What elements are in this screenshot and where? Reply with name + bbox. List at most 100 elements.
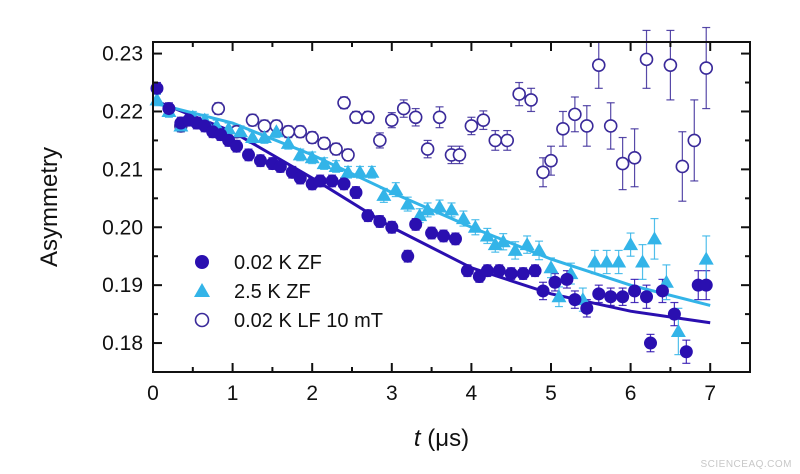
watermark: SCIENCEAQ.COM xyxy=(700,459,792,470)
legend-label: 0.02 K ZF xyxy=(234,252,322,274)
x-tick-label: 2 xyxy=(306,382,318,405)
data-point-circle xyxy=(699,278,713,292)
data-point-triangle xyxy=(352,164,368,178)
x-axis-label-unit: (μs) xyxy=(427,425,469,452)
data-point-triangle xyxy=(507,242,523,256)
data-point-open-circle xyxy=(341,148,355,162)
data-point-circle xyxy=(655,284,669,298)
data-point-circle xyxy=(480,264,494,278)
data-point-open-circle xyxy=(699,61,714,75)
data-point-circle xyxy=(349,186,363,200)
data-point-circle xyxy=(437,229,451,243)
data-point-circle xyxy=(448,232,462,246)
y-tick-label: 0.21 xyxy=(102,158,143,181)
data-point-triangle xyxy=(495,234,511,248)
data-point-circle xyxy=(492,264,506,278)
data-point-triangle xyxy=(304,150,320,164)
data-point-open-circle xyxy=(361,110,375,125)
data-point-triangle xyxy=(364,164,380,178)
data-point-circle xyxy=(667,307,681,321)
x-axis-label-variable: t xyxy=(414,425,427,452)
data-point-triangle xyxy=(623,237,639,251)
y-tick-label: 0.20 xyxy=(102,216,143,239)
data-point-circle xyxy=(337,177,351,191)
x-tick-label: 3 xyxy=(386,382,398,405)
plot-frame xyxy=(152,41,751,373)
data-point-open-circle xyxy=(556,122,570,136)
data-point-triangle xyxy=(444,202,459,216)
data-point-open-circle xyxy=(452,148,467,162)
data-point-circle xyxy=(580,301,594,315)
data-point-triangle xyxy=(268,124,284,138)
data-point-circle xyxy=(548,275,562,289)
y-tick-label: 0.19 xyxy=(102,274,143,297)
y-axis-label: Asymmetry xyxy=(36,147,63,267)
data-point-circle xyxy=(528,264,542,278)
data-point-open-circle xyxy=(329,142,343,156)
series-1-points xyxy=(149,92,714,337)
x-tick-label: 7 xyxy=(704,382,716,405)
data-point-open-circle xyxy=(627,150,642,165)
data-point-open-circle xyxy=(544,153,558,168)
data-point-circle xyxy=(273,159,287,173)
data-point-circle xyxy=(425,226,439,240)
legend: 0.02 K ZF 2.5 K ZF 0.02 K LF 10 mT xyxy=(194,252,383,332)
data-point-circle xyxy=(293,171,307,185)
data-point-triangle xyxy=(611,254,627,268)
x-tick-label: 1 xyxy=(227,382,239,405)
data-point-open-circle xyxy=(420,142,435,156)
data-point-circle xyxy=(628,284,642,298)
data-point-open-circle xyxy=(500,133,515,148)
data-point-circle xyxy=(361,209,375,223)
data-point-triangle xyxy=(432,199,448,213)
data-point-triangle xyxy=(531,242,547,256)
data-point-open-circle xyxy=(337,95,351,110)
x-tick-label: 6 xyxy=(625,382,637,405)
data-point-triangle xyxy=(479,228,495,242)
data-point-triangle xyxy=(280,135,296,149)
data-point-triangle xyxy=(467,219,483,233)
data-point-open-circle xyxy=(305,130,320,145)
x-axis-label: t (μs) xyxy=(414,425,469,452)
data-point-circle xyxy=(640,290,654,304)
data-point-circle xyxy=(560,272,574,286)
data-point-circle xyxy=(409,217,423,231)
data-point-circle xyxy=(253,154,267,168)
data-point-open-circle xyxy=(293,124,308,139)
data-point-open-circle xyxy=(373,133,387,148)
data-point-circle xyxy=(385,220,399,234)
data-point-open-circle xyxy=(580,119,594,133)
data-point-circle xyxy=(242,148,256,162)
data-point-circle xyxy=(516,267,530,281)
data-point-triangle xyxy=(194,283,210,297)
data-point-triangle xyxy=(328,158,344,172)
data-point-circle xyxy=(401,249,415,263)
data-point-circle xyxy=(460,264,474,278)
data-point-open-circle xyxy=(476,113,491,127)
data-point-triangle xyxy=(455,211,471,225)
data-point-open-circle xyxy=(245,113,260,127)
data-point-triangle xyxy=(635,254,651,268)
series-2-points xyxy=(174,52,714,180)
data-point-circle xyxy=(592,287,606,301)
data-point-triangle xyxy=(316,156,332,170)
data-point-triangle xyxy=(599,254,615,268)
data-point-triangle xyxy=(543,260,559,274)
data-point-triangle xyxy=(519,237,535,251)
data-point-open-circle xyxy=(408,110,423,125)
data-point-circle xyxy=(373,214,387,228)
data-point-open-circle xyxy=(639,52,654,67)
legend-label: 2.5 K ZF xyxy=(234,281,311,303)
data-point-open-circle xyxy=(512,87,526,101)
data-point-triangle xyxy=(646,231,662,245)
data-point-open-circle xyxy=(568,107,582,122)
x-tick-label: 5 xyxy=(545,382,557,405)
data-point-open-circle xyxy=(464,119,479,133)
data-point-circle xyxy=(616,290,630,304)
data-point-triangle xyxy=(233,124,249,138)
data-point-open-circle xyxy=(615,156,630,171)
data-point-open-circle xyxy=(384,113,399,127)
fit-line-0 xyxy=(152,98,711,325)
data-point-triangle xyxy=(388,182,404,196)
